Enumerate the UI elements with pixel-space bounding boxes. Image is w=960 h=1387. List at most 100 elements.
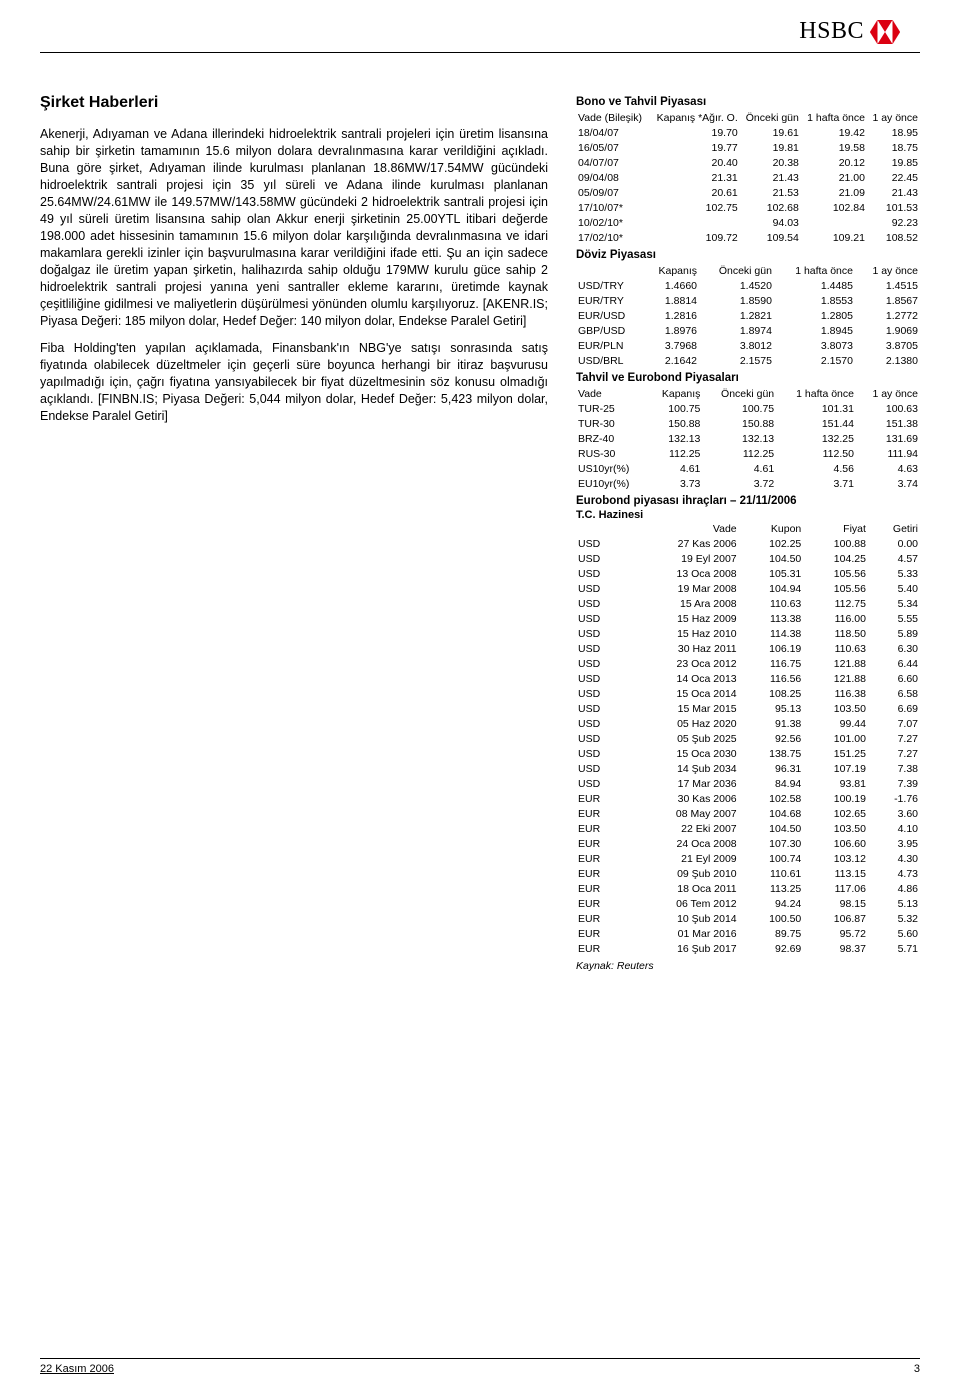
eurobond-cell: 4.30 — [868, 851, 920, 866]
eurobond-cell: EUR — [576, 896, 623, 911]
eurobond-cell: EUR — [576, 836, 623, 851]
bono-cell — [801, 215, 867, 230]
table-row: EUR06 Tem 201294.2498.155.13 — [576, 896, 920, 911]
eurobond-cell: 100.88 — [803, 536, 868, 551]
table-row: RUS-30112.25112.25112.50111.94 — [576, 446, 920, 461]
tahvil-h3: 1 hafta önce — [776, 386, 856, 401]
eurobond-cell: 95.13 — [739, 701, 804, 716]
doviz-cell: 1.4520 — [699, 278, 774, 293]
tahvil-h2: Önceki gün — [702, 386, 776, 401]
table-row: 16/05/0719.7719.8119.5818.75 — [576, 140, 920, 155]
bono-cell: 19.70 — [649, 125, 740, 140]
eurobond-cell: 14 Oca 2013 — [623, 671, 739, 686]
bono-cell: 92.23 — [867, 215, 920, 230]
eurobond-cell: 104.68 — [739, 806, 804, 821]
eurobond-cell: EUR — [576, 821, 623, 836]
eurobond-cell: 116.38 — [803, 686, 868, 701]
bono-cell: 109.72 — [649, 230, 740, 245]
eurobond-cell: 5.34 — [868, 596, 920, 611]
eurobond-cell: 7.27 — [868, 746, 920, 761]
table-row: USD15 Oca 2030138.75151.257.27 — [576, 746, 920, 761]
eurobond-cell: USD — [576, 626, 623, 641]
eurobond-cell: 105.31 — [739, 566, 804, 581]
bono-cell: 20.38 — [740, 155, 801, 170]
table-row: EUR/USD1.28161.28211.28051.2772 — [576, 308, 920, 323]
bono-cell — [649, 215, 740, 230]
bono-cell: 17/02/10* — [576, 230, 649, 245]
table-row: USD30 Haz 2011106.19110.636.30 — [576, 641, 920, 656]
eurobond-cell: 100.50 — [739, 911, 804, 926]
eurobond-cell: 95.72 — [803, 926, 868, 941]
eurobond-cell: USD — [576, 656, 623, 671]
tahvil-cell: BRZ-40 — [576, 431, 647, 446]
eurobond-cell: 92.69 — [739, 941, 804, 956]
eurobond-cell: 14 Şub 2034 — [623, 761, 739, 776]
table-row: EUR22 Eki 2007104.50103.504.10 — [576, 821, 920, 836]
eurobond-cell: USD — [576, 551, 623, 566]
eurobond-cell: 96.31 — [739, 761, 804, 776]
eurobond-cell: 103.50 — [803, 821, 868, 836]
table-row: EUR24 Oca 2008107.30106.603.95 — [576, 836, 920, 851]
table-row: 05/09/0720.6121.5321.0921.43 — [576, 185, 920, 200]
doviz-cell: 1.2772 — [855, 308, 920, 323]
eurobond-cell: 6.44 — [868, 656, 920, 671]
eurobond-cell: 4.10 — [868, 821, 920, 836]
eurobond-cell: 4.57 — [868, 551, 920, 566]
table-row: USD27 Kas 2006102.25100.880.00 — [576, 536, 920, 551]
table-row: 17/02/10*109.72109.54109.21108.52 — [576, 230, 920, 245]
table-row: EUR/TRY1.88141.85901.85531.8567 — [576, 293, 920, 308]
eurobond-cell: 5.89 — [868, 626, 920, 641]
doviz-cell: 3.8705 — [855, 338, 920, 353]
eurobond-cell: 15 Oca 2030 — [623, 746, 739, 761]
doviz-h4: 1 ay önce — [855, 263, 920, 278]
table-row: 09/04/0821.3121.4321.0022.45 — [576, 170, 920, 185]
eurobond-cell: 121.88 — [803, 656, 868, 671]
table-row: 04/07/0720.4020.3820.1219.85 — [576, 155, 920, 170]
eurobond-cell: USD — [576, 611, 623, 626]
eurobond-cell: 112.75 — [803, 596, 868, 611]
table-row: USD15 Oca 2014108.25116.386.58 — [576, 686, 920, 701]
table-row: USD14 Şub 203496.31107.197.38 — [576, 761, 920, 776]
table-row: EUR01 Mar 201689.7595.725.60 — [576, 926, 920, 941]
table-row: GBP/USD1.89761.89741.89451.9069 — [576, 323, 920, 338]
doviz-cell: EUR/TRY — [576, 293, 643, 308]
eurobond-cell: 17 Mar 2036 — [623, 776, 739, 791]
eurobond-cell: 116.56 — [739, 671, 804, 686]
eurobond-cell: 6.58 — [868, 686, 920, 701]
eurobond-cell: 6.60 — [868, 671, 920, 686]
table-row: TUR-25100.75100.75101.31100.63 — [576, 401, 920, 416]
eurobond-cell: 108.25 — [739, 686, 804, 701]
eurobond-cell: 6.69 — [868, 701, 920, 716]
table-row: USD13 Oca 2008105.31105.565.33 — [576, 566, 920, 581]
eurobond-cell: USD — [576, 641, 623, 656]
bono-cell: 16/05/07 — [576, 140, 649, 155]
table-row: US10yr(%)4.614.614.564.63 — [576, 461, 920, 476]
tahvil-h1: Kapanış — [647, 386, 702, 401]
eb-h1: Vade — [623, 521, 739, 536]
bono-cell: 04/07/07 — [576, 155, 649, 170]
doviz-cell: 1.2805 — [774, 308, 855, 323]
doviz-h3: 1 hafta önce — [774, 263, 855, 278]
eb-h3: Fiyat — [803, 521, 868, 536]
bono-cell: 18.95 — [867, 125, 920, 140]
tahvil-cell: 4.61 — [702, 461, 776, 476]
eurobond-cell: 06 Tem 2012 — [623, 896, 739, 911]
bono-table: Vade (Bileşik) Kapanış *Ağır. O. Önceki … — [576, 110, 920, 245]
eurobond-cell: 110.61 — [739, 866, 804, 881]
eb-h0 — [576, 521, 623, 536]
logo-text: HSBC — [799, 18, 864, 45]
bono-cell: 19.85 — [867, 155, 920, 170]
eurobond-cell: 121.88 — [803, 671, 868, 686]
eurobond-cell: EUR — [576, 851, 623, 866]
table-row: TUR-30150.88150.88151.44151.38 — [576, 416, 920, 431]
bono-h3: 1 hafta önce — [801, 110, 867, 125]
bono-cell: 94.03 — [740, 215, 801, 230]
doviz-cell: 1.4485 — [774, 278, 855, 293]
eurobond-cell: 19 Eyl 2007 — [623, 551, 739, 566]
content: Şirket Haberleri Akenerji, Adıyaman ve A… — [40, 92, 920, 972]
bono-cell: 102.84 — [801, 200, 867, 215]
eurobond-cell: 18 Oca 2011 — [623, 881, 739, 896]
bono-cell: 102.75 — [649, 200, 740, 215]
tahvil-h0: Vade — [576, 386, 647, 401]
table-row: USD/BRL2.16422.15752.15702.1380 — [576, 353, 920, 368]
